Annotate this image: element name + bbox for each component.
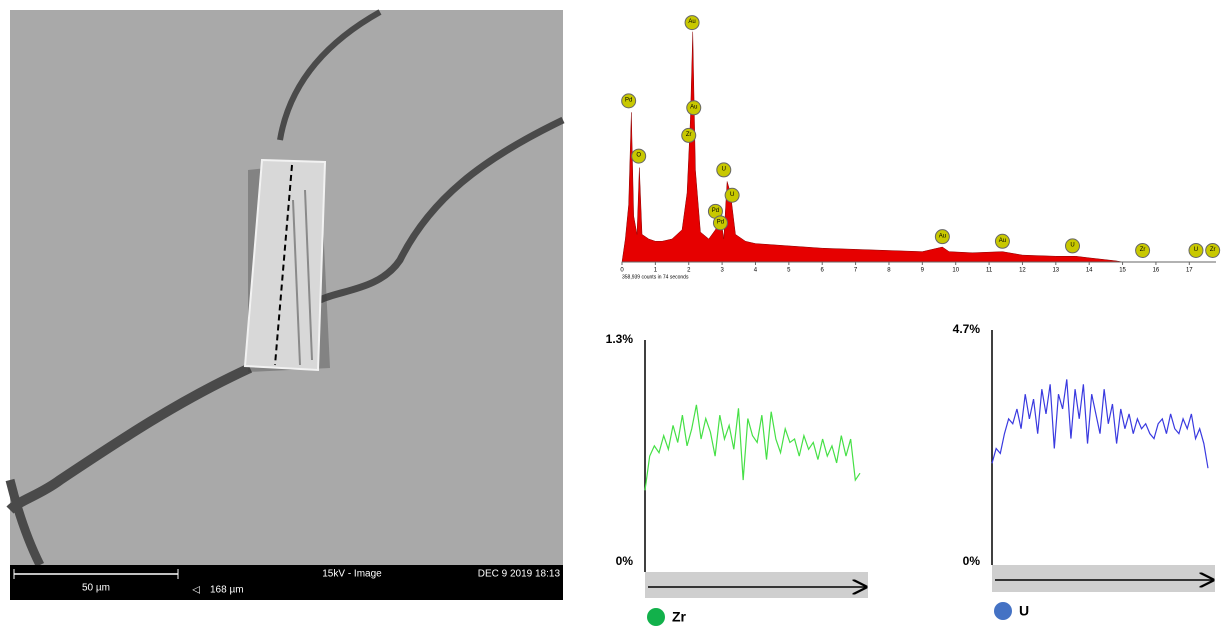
x-tick-label: 12 xyxy=(1019,268,1026,274)
peak-label: U xyxy=(1194,247,1198,253)
peak-label: Zr xyxy=(686,132,692,138)
peak-label: Pd xyxy=(625,97,632,103)
x-tick-label: 17 xyxy=(1186,268,1193,274)
scan-strip xyxy=(645,572,868,598)
peak-label: U xyxy=(730,192,734,198)
y-tick-label: 0% xyxy=(616,554,634,568)
peak-label: Pd xyxy=(712,208,719,214)
scale-bar-label: 50 µm xyxy=(82,583,110,594)
peak-label: Zr xyxy=(1210,247,1216,253)
x-tick-label: 6 xyxy=(821,268,825,274)
peak-label: Au xyxy=(690,104,697,110)
y-tick-label: 4.7% xyxy=(953,322,981,336)
x-tick-label: 8 xyxy=(887,268,891,274)
line-series xyxy=(645,405,860,490)
x-tick-label: 0 xyxy=(620,268,624,274)
y-tick-label: 0% xyxy=(963,554,981,568)
x-tick-label: 11 xyxy=(986,268,993,274)
field-width: 168 µm xyxy=(210,585,244,596)
sem-date: DEC 9 2019 18:13 xyxy=(478,569,561,580)
sem-image: 50 µm 168 µm ◁ 15kV - Image DEC 9 2019 1… xyxy=(10,10,563,600)
x-tick-label: 1 xyxy=(654,268,658,274)
peak-label: Au xyxy=(688,19,695,25)
x-tick-label: 16 xyxy=(1153,268,1160,274)
x-tick-label: 2 xyxy=(687,268,691,274)
x-tick-label: 13 xyxy=(1052,268,1059,274)
peak-label: Zr xyxy=(1140,247,1146,253)
x-tick-label: 7 xyxy=(854,268,858,274)
field-icon: ◁ xyxy=(192,585,200,596)
peak-label: U xyxy=(722,167,726,173)
y-tick-label: 1.3% xyxy=(606,332,634,346)
x-tick-label: 5 xyxy=(787,268,791,274)
peak-label: U xyxy=(1070,242,1074,248)
x-tick-label: 10 xyxy=(952,268,959,274)
peak-label: Pd xyxy=(717,219,724,225)
figure: 50 µm 168 µm ◁ 15kV - Image DEC 9 2019 1… xyxy=(0,0,1221,627)
peak-label: O xyxy=(636,153,641,159)
legend-label: U xyxy=(1019,603,1029,619)
legend-marker xyxy=(647,608,665,626)
x-tick-label: 9 xyxy=(921,268,925,274)
spectrum-area xyxy=(622,32,1123,262)
legend-label: Zr xyxy=(672,609,687,625)
x-tick-label: 14 xyxy=(1086,268,1093,274)
x-tick-label: 4 xyxy=(754,268,758,274)
scan-strip xyxy=(992,565,1215,592)
x-tick-label: 3 xyxy=(720,268,724,274)
peak-label: Au xyxy=(939,233,946,239)
spectrum-footer: 358,939 counts in 74 seconds xyxy=(622,274,689,280)
legend-marker xyxy=(994,602,1012,620)
peak-label: Au xyxy=(999,238,1006,244)
sem-mode: 15kV - Image xyxy=(322,569,382,580)
x-tick-label: 15 xyxy=(1119,268,1126,274)
line-series xyxy=(992,379,1208,468)
